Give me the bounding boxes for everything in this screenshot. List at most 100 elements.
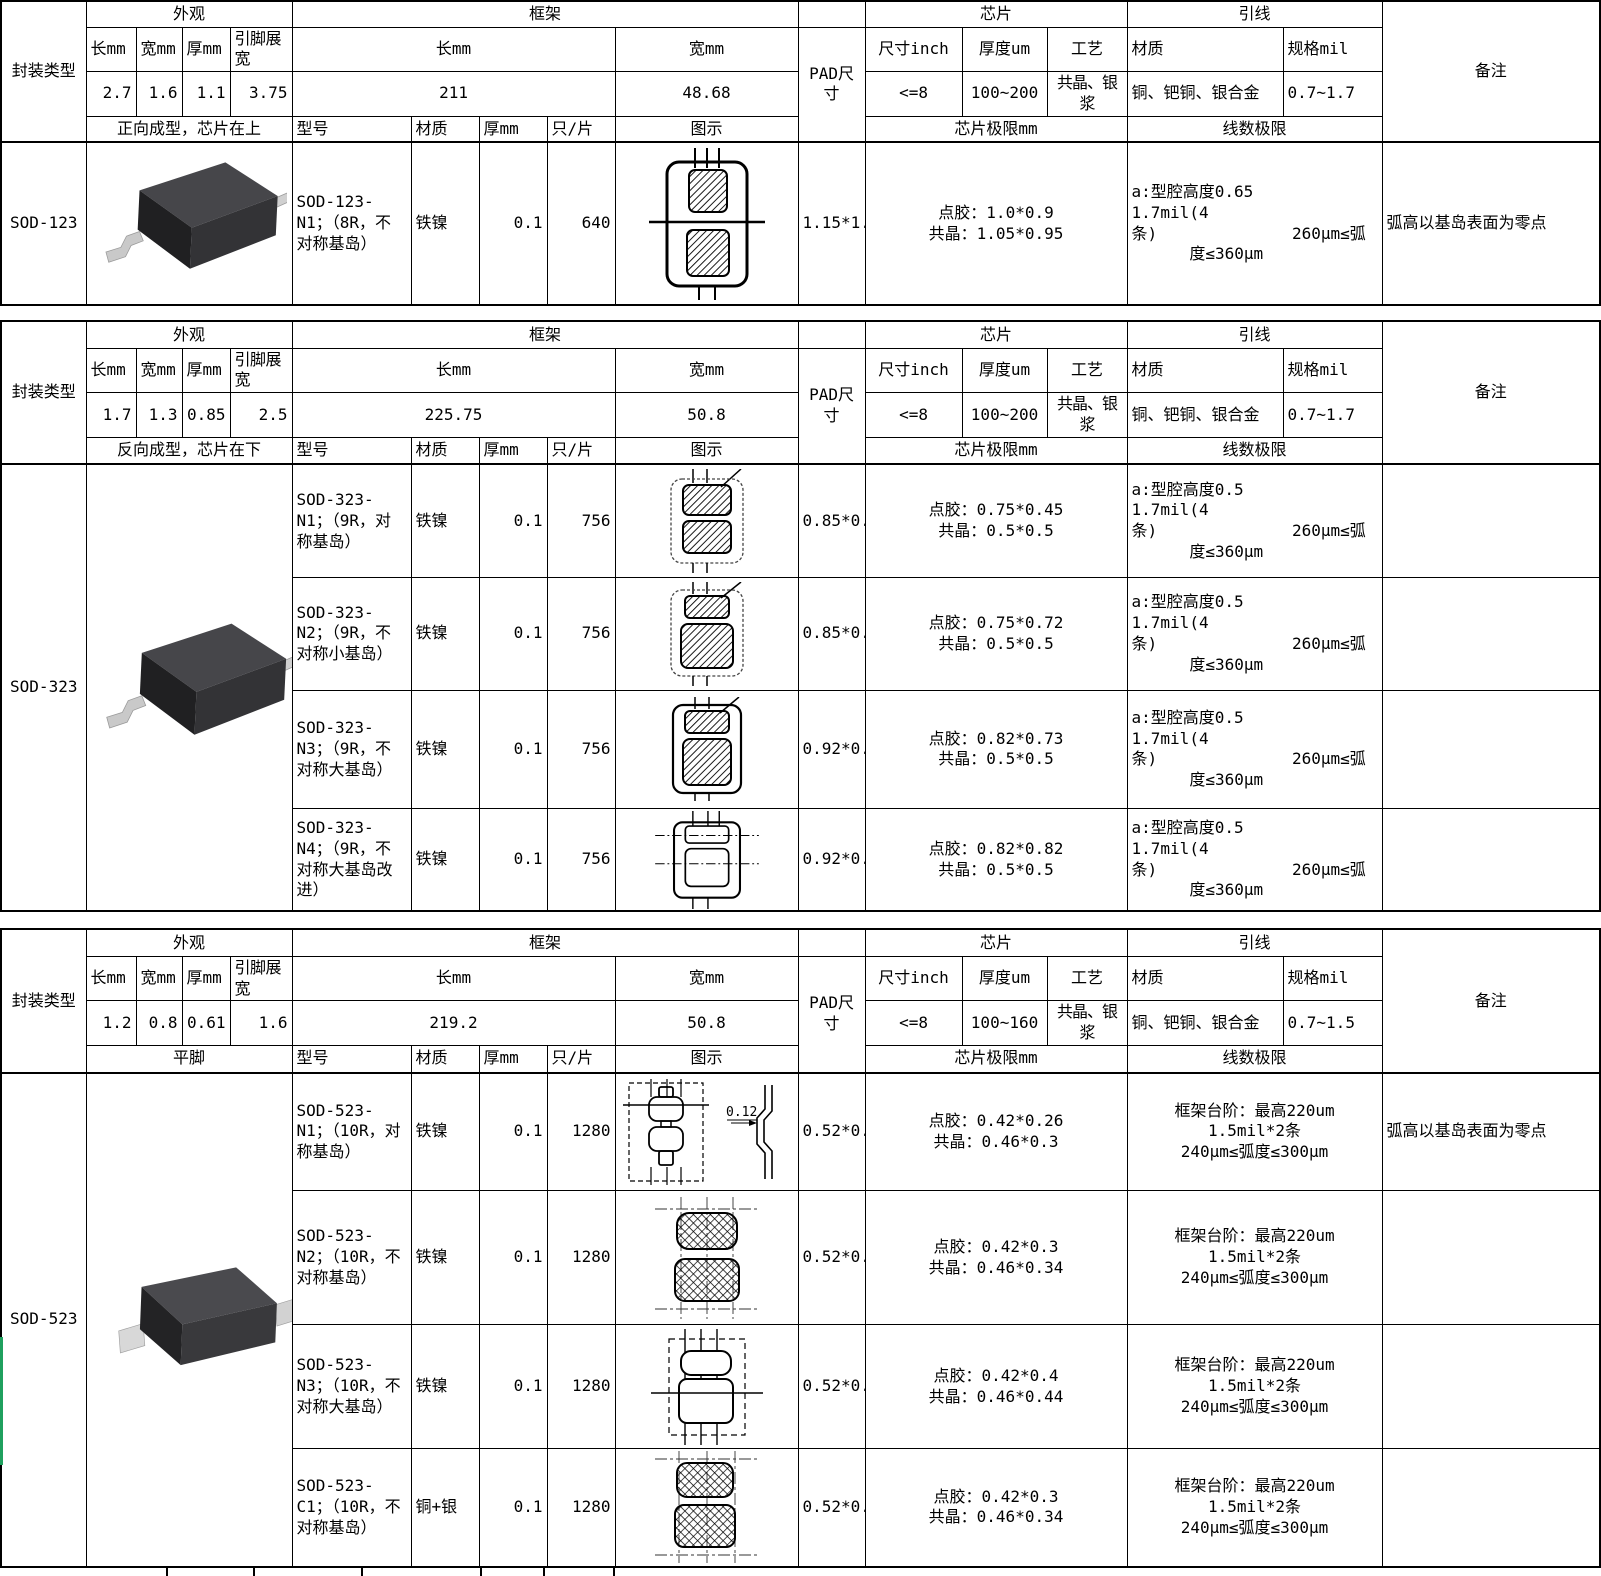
pcs-cell: 756 bbox=[546, 463, 616, 578]
chip-size-label: 尺寸inch bbox=[864, 347, 963, 394]
frame-width-label: 宽mm bbox=[614, 347, 799, 394]
frame-width-value: 48.68 bbox=[614, 71, 799, 117]
material-cell: 铁镍 bbox=[410, 1190, 480, 1326]
sod-323-n4-diagram-icon bbox=[654, 810, 759, 909]
diagram-cell bbox=[614, 1190, 799, 1326]
frame-length-label: 长mm bbox=[291, 26, 616, 73]
pcs-header: 只/片 bbox=[546, 436, 616, 465]
width-label: 宽mm bbox=[135, 955, 183, 1002]
diagram-header: 图示 bbox=[614, 436, 799, 465]
model-cell: SOD-323-N3；（9R，不对称大基岛） bbox=[291, 689, 412, 809]
empty-cell bbox=[797, 320, 866, 349]
chip-limit-header: 芯片极限mm bbox=[864, 1045, 1128, 1074]
pcs-header: 只/片 bbox=[546, 115, 616, 143]
remark-cell bbox=[1381, 576, 1601, 691]
wire-spec-value: 0.7~1.7 bbox=[1282, 71, 1383, 117]
thickness-cell: 0.1 bbox=[478, 1448, 548, 1568]
remark-cell bbox=[1381, 807, 1601, 912]
wire-limit-cell: a:型腔高度0.5 1.7mil(4 条) 260μm≤弧 度≤360μm bbox=[1126, 689, 1383, 809]
molding-type-label: 平脚 bbox=[85, 1045, 293, 1074]
model-cell: SOD-523-N3；（10R，不对称大基岛） bbox=[291, 1324, 412, 1450]
wire-limit-cell: 框架台阶：最高220um 1.5mil*2条 240μm≤弧度≤300μm bbox=[1126, 1324, 1383, 1450]
pcs-header: 只/片 bbox=[546, 1045, 616, 1074]
profile-thickness-label: 0.12 bbox=[726, 1105, 757, 1120]
model-cell: SOD-323-N2；（9R，不对称小基岛） bbox=[291, 576, 412, 691]
chip-thickness-label: 厚度um bbox=[961, 26, 1048, 73]
material-cell: 铁镍 bbox=[410, 689, 480, 809]
wire-material-label: 材质 bbox=[1126, 955, 1284, 1002]
chip-limit-header: 芯片极限mm bbox=[864, 436, 1128, 465]
wire-limit-header: 线数极限 bbox=[1126, 115, 1383, 143]
chip-limit-cell: 点胶：0.42*0.26 共晶：0.46*0.3 bbox=[864, 1071, 1128, 1192]
diagram-cell: 0.12 bbox=[614, 1071, 799, 1192]
sod-323-section: 封装类型 外观 框架 芯片 引线 备注 长mm 宽mm 厚mm 引脚展宽 长mm… bbox=[0, 320, 1601, 913]
sod-323-n3-diagram-icon bbox=[671, 697, 742, 802]
chip-size-label: 尺寸inch bbox=[864, 26, 963, 73]
diagram-cell bbox=[614, 1324, 799, 1450]
material-header: 材质 bbox=[410, 115, 480, 143]
gridline-tick bbox=[480, 1567, 482, 1576]
pad-size-cell: 0.85*0.82 bbox=[797, 576, 866, 691]
package-photo-cell bbox=[85, 141, 293, 306]
thickness-cell: 0.1 bbox=[478, 807, 548, 912]
diagram-cell bbox=[614, 689, 799, 809]
remark-cell bbox=[1381, 1448, 1601, 1568]
frame-width-label: 宽mm bbox=[614, 26, 799, 73]
material-cell: 铁镍 bbox=[410, 463, 480, 578]
pad-size-cell: 0.92*0.83 bbox=[797, 689, 866, 809]
length-label: 长mm bbox=[85, 955, 137, 1002]
wire-spec-value: 0.7~1.7 bbox=[1282, 392, 1383, 438]
sod-323-n1-diagram-icon bbox=[669, 469, 744, 574]
wire-spec-label: 规格mil bbox=[1282, 955, 1383, 1002]
model-cell: SOD-123-N1；（8R，不对称基岛） bbox=[291, 141, 412, 306]
wire-material-label: 材质 bbox=[1126, 26, 1284, 73]
chip-size-label: 尺寸inch bbox=[864, 955, 963, 1002]
model-cell: SOD-523-C1；（10R，不对称基岛） bbox=[291, 1448, 412, 1568]
section-separator bbox=[0, 306, 1601, 320]
thickness-cell: 0.1 bbox=[478, 463, 548, 578]
pad-size-cell: 0.85*0.55 bbox=[797, 463, 866, 578]
sheet-edge-marker bbox=[0, 1337, 3, 1465]
chip-process-value: 共晶、银浆 bbox=[1046, 71, 1128, 117]
pcs-cell: 756 bbox=[546, 807, 616, 912]
chip-limit-cell: 点胶：0.75*0.72 共晶：0.5*0.5 bbox=[864, 576, 1128, 691]
diagram-header: 图示 bbox=[614, 1045, 799, 1074]
chip-limit-cell: 点胶：0.75*0.45 共晶：0.5*0.5 bbox=[864, 463, 1128, 578]
chip-process-label: 工艺 bbox=[1046, 955, 1128, 1002]
gridline-tick bbox=[361, 1567, 363, 1576]
frame-header: 框架 bbox=[291, 320, 799, 349]
pad-size-label: PAD尺寸 bbox=[797, 955, 866, 1074]
pad-size-label: PAD尺寸 bbox=[797, 26, 866, 143]
chip-limit-header: 芯片极限mm bbox=[864, 115, 1128, 143]
chip-size-value: <=8 bbox=[864, 71, 963, 117]
sod-523-package-photo bbox=[117, 1267, 292, 1366]
wire-header: 引线 bbox=[1126, 928, 1383, 957]
appearance-thick-value: 0.85 bbox=[181, 392, 231, 438]
pad-size-cell: 0.52*0.4 bbox=[797, 1190, 866, 1326]
chip-limit-cell: 点胶：0.82*0.73 共晶：0.5*0.5 bbox=[864, 689, 1128, 809]
pcs-cell: 756 bbox=[546, 689, 616, 809]
chip-process-label: 工艺 bbox=[1046, 26, 1128, 73]
wire-spec-label: 规格mil bbox=[1282, 347, 1383, 394]
thick-label: 厚mm bbox=[181, 26, 231, 73]
frame-width-value: 50.8 bbox=[614, 392, 799, 438]
appearance-length-value: 2.7 bbox=[85, 71, 137, 117]
lead-span-label: 引脚展宽 bbox=[229, 26, 293, 73]
chip-process-value: 共晶、银浆 bbox=[1046, 392, 1128, 438]
thickness-header: 厚mm bbox=[478, 1045, 548, 1074]
appearance-header: 外观 bbox=[85, 928, 293, 957]
remark-cell bbox=[1381, 689, 1601, 809]
appearance-length-value: 1.2 bbox=[85, 1000, 137, 1047]
chip-process-value: 共晶、银浆 bbox=[1046, 1000, 1128, 1047]
remark-cell: 弧高以基岛表面为零点 bbox=[1381, 141, 1601, 306]
appearance-leadspan-value: 3.75 bbox=[229, 71, 293, 117]
wire-limit-cell: 框架台阶：最高220um 1.5mil*2条 240μm≤弧度≤300μm bbox=[1126, 1071, 1383, 1192]
wire-limit-cell: a:型腔高度0.65 1.7mil(4 条) 260μm≤弧 度≤360μm bbox=[1126, 141, 1383, 306]
model-cell: SOD-523-N1；（10R，对称基岛） bbox=[291, 1071, 412, 1192]
wire-limit-cell: 框架台阶：最高220um 1.5mil*2条 240μm≤弧度≤300μm bbox=[1126, 1448, 1383, 1568]
appearance-thick-value: 1.1 bbox=[181, 71, 231, 117]
package-type-header: 封装类型 bbox=[0, 928, 87, 1074]
thickness-header: 厚mm bbox=[478, 436, 548, 465]
thickness-cell: 0.1 bbox=[478, 689, 548, 809]
wire-material-value: 铜、钯铜、银合金 bbox=[1126, 71, 1284, 117]
